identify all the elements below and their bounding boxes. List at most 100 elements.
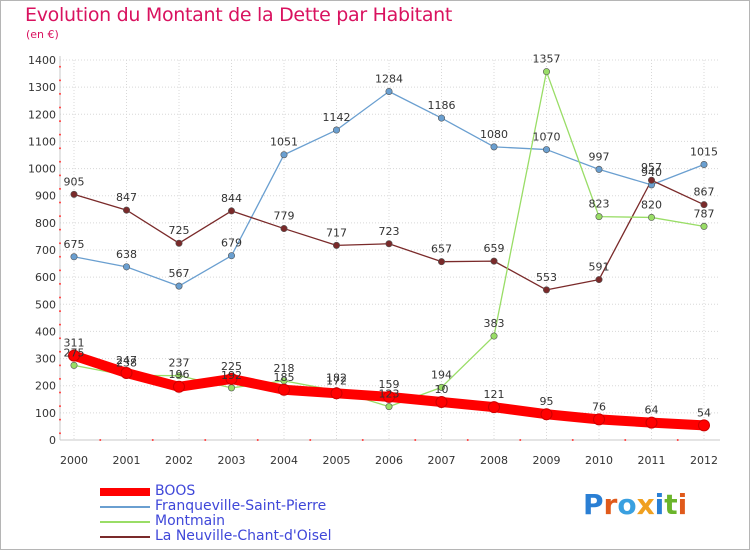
y-minor-tick	[59, 391, 61, 394]
legend-swatch	[100, 487, 150, 496]
x-tick-label: 2002	[165, 454, 193, 467]
data-point-3	[123, 206, 131, 214]
data-label-0: 54	[697, 406, 711, 419]
y-minor-tick	[59, 255, 61, 258]
data-point-0	[540, 408, 553, 421]
data-point-1	[228, 252, 236, 260]
data-label-3: 591	[589, 261, 610, 274]
data-point-0	[330, 387, 343, 400]
data-label-3: 844	[221, 192, 242, 205]
logo-letter: o	[617, 488, 637, 521]
y-tick-label: 200	[35, 380, 56, 393]
data-label-3: 847	[116, 191, 137, 204]
y-minor-tick	[59, 432, 61, 435]
data-point-3	[700, 201, 708, 209]
y-minor-tick	[59, 106, 61, 109]
data-point-0	[68, 349, 80, 362]
x-tick-label: 2006	[375, 454, 403, 467]
y-minor-tick	[59, 350, 61, 353]
data-label-1: 940	[641, 166, 662, 179]
data-label-3: 725	[169, 224, 190, 237]
data-label-3: 779	[274, 210, 295, 223]
logo-letter: i	[677, 488, 688, 521]
legend-label: BOOS	[155, 483, 196, 499]
data-label-0: 185	[274, 371, 295, 384]
data-label-2: 218	[274, 362, 295, 375]
data-point-3	[385, 240, 393, 248]
x-minor-tick	[309, 439, 312, 441]
data-label-1: 1070	[533, 131, 561, 144]
data-point-0	[435, 396, 448, 408]
y-tick-label: 1300	[28, 81, 56, 94]
y-minor-tick	[59, 282, 61, 285]
data-point-1	[700, 161, 708, 169]
data-label-0: 311	[64, 337, 85, 350]
data-point-2	[595, 213, 603, 221]
data-point-0	[645, 416, 658, 429]
y-tick-label: 700	[35, 244, 56, 257]
data-label-3: 867	[694, 186, 715, 199]
data-label-2: 238	[116, 356, 137, 369]
data-label-2: 1357	[533, 53, 561, 66]
data-label-2: 820	[641, 198, 662, 211]
data-point-3	[332, 241, 340, 249]
data-label-3: 905	[64, 175, 85, 188]
data-point-0	[173, 380, 185, 393]
y-tick-label: 600	[35, 271, 56, 284]
legend-swatch	[100, 505, 150, 508]
data-point-0	[278, 383, 290, 396]
x-tick-label: 2012	[690, 454, 718, 467]
x-tick-label: 2005	[323, 454, 351, 467]
data-point-2	[385, 403, 393, 411]
data-point-0	[488, 401, 500, 414]
data-label-0: 225	[221, 360, 242, 373]
data-point-1	[437, 114, 445, 122]
legend-swatch	[100, 520, 150, 523]
logo-letter: P	[583, 488, 604, 521]
data-point-1	[332, 126, 340, 134]
x-tick-label: 2007	[428, 454, 456, 467]
data-label-0: 76	[592, 400, 606, 413]
y-minor-tick	[59, 174, 61, 177]
data-label-0: 95	[540, 395, 554, 408]
y-tick-label: 800	[35, 217, 56, 230]
data-label-0: 64	[645, 404, 659, 417]
x-minor-tick	[676, 439, 679, 441]
data-label-2: 182	[326, 372, 347, 385]
y-minor-tick	[59, 269, 61, 272]
x-tick-label: 2001	[113, 454, 141, 467]
x-minor-tick	[204, 439, 207, 441]
data-label-2: 787	[694, 207, 715, 220]
legend-label: Franqueville-Saint-Pierre	[155, 498, 327, 514]
data-point-0	[383, 390, 395, 403]
data-point-0	[593, 413, 605, 426]
y-minor-tick	[59, 310, 61, 313]
x-tick-label: 2003	[218, 454, 246, 467]
x-minor-tick	[99, 439, 102, 441]
data-label-2: 823	[589, 198, 610, 211]
data-point-3	[228, 207, 236, 215]
data-point-1	[280, 151, 288, 159]
x-minor-tick	[414, 439, 417, 441]
logo-letter: i	[654, 488, 665, 521]
data-label-1: 1186	[428, 99, 456, 112]
data-label-1: 638	[116, 248, 137, 261]
data-label-2: 275	[64, 346, 85, 359]
data-point-2	[70, 361, 78, 369]
y-minor-tick	[59, 201, 61, 204]
data-point-3	[437, 258, 445, 266]
y-tick-label: 100	[35, 407, 56, 420]
data-point-2	[490, 332, 498, 340]
data-point-1	[490, 143, 498, 151]
y-tick-label: 900	[35, 190, 56, 203]
legend-item: Franqueville-Saint-Pierre	[100, 499, 332, 514]
data-label-3: 957	[641, 161, 662, 174]
y-minor-tick	[59, 147, 61, 150]
legend-item: BOOS	[100, 484, 332, 499]
y-minor-tick	[59, 215, 61, 218]
data-label-1: 1015	[690, 146, 718, 159]
data-label-1: 1142	[323, 111, 351, 124]
y-minor-tick	[59, 377, 61, 380]
data-point-1	[595, 165, 603, 173]
